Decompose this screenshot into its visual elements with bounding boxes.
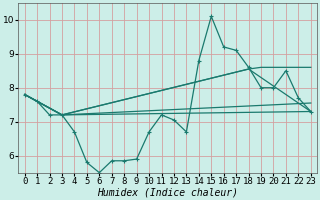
X-axis label: Humidex (Indice chaleur): Humidex (Indice chaleur) [97, 187, 238, 197]
